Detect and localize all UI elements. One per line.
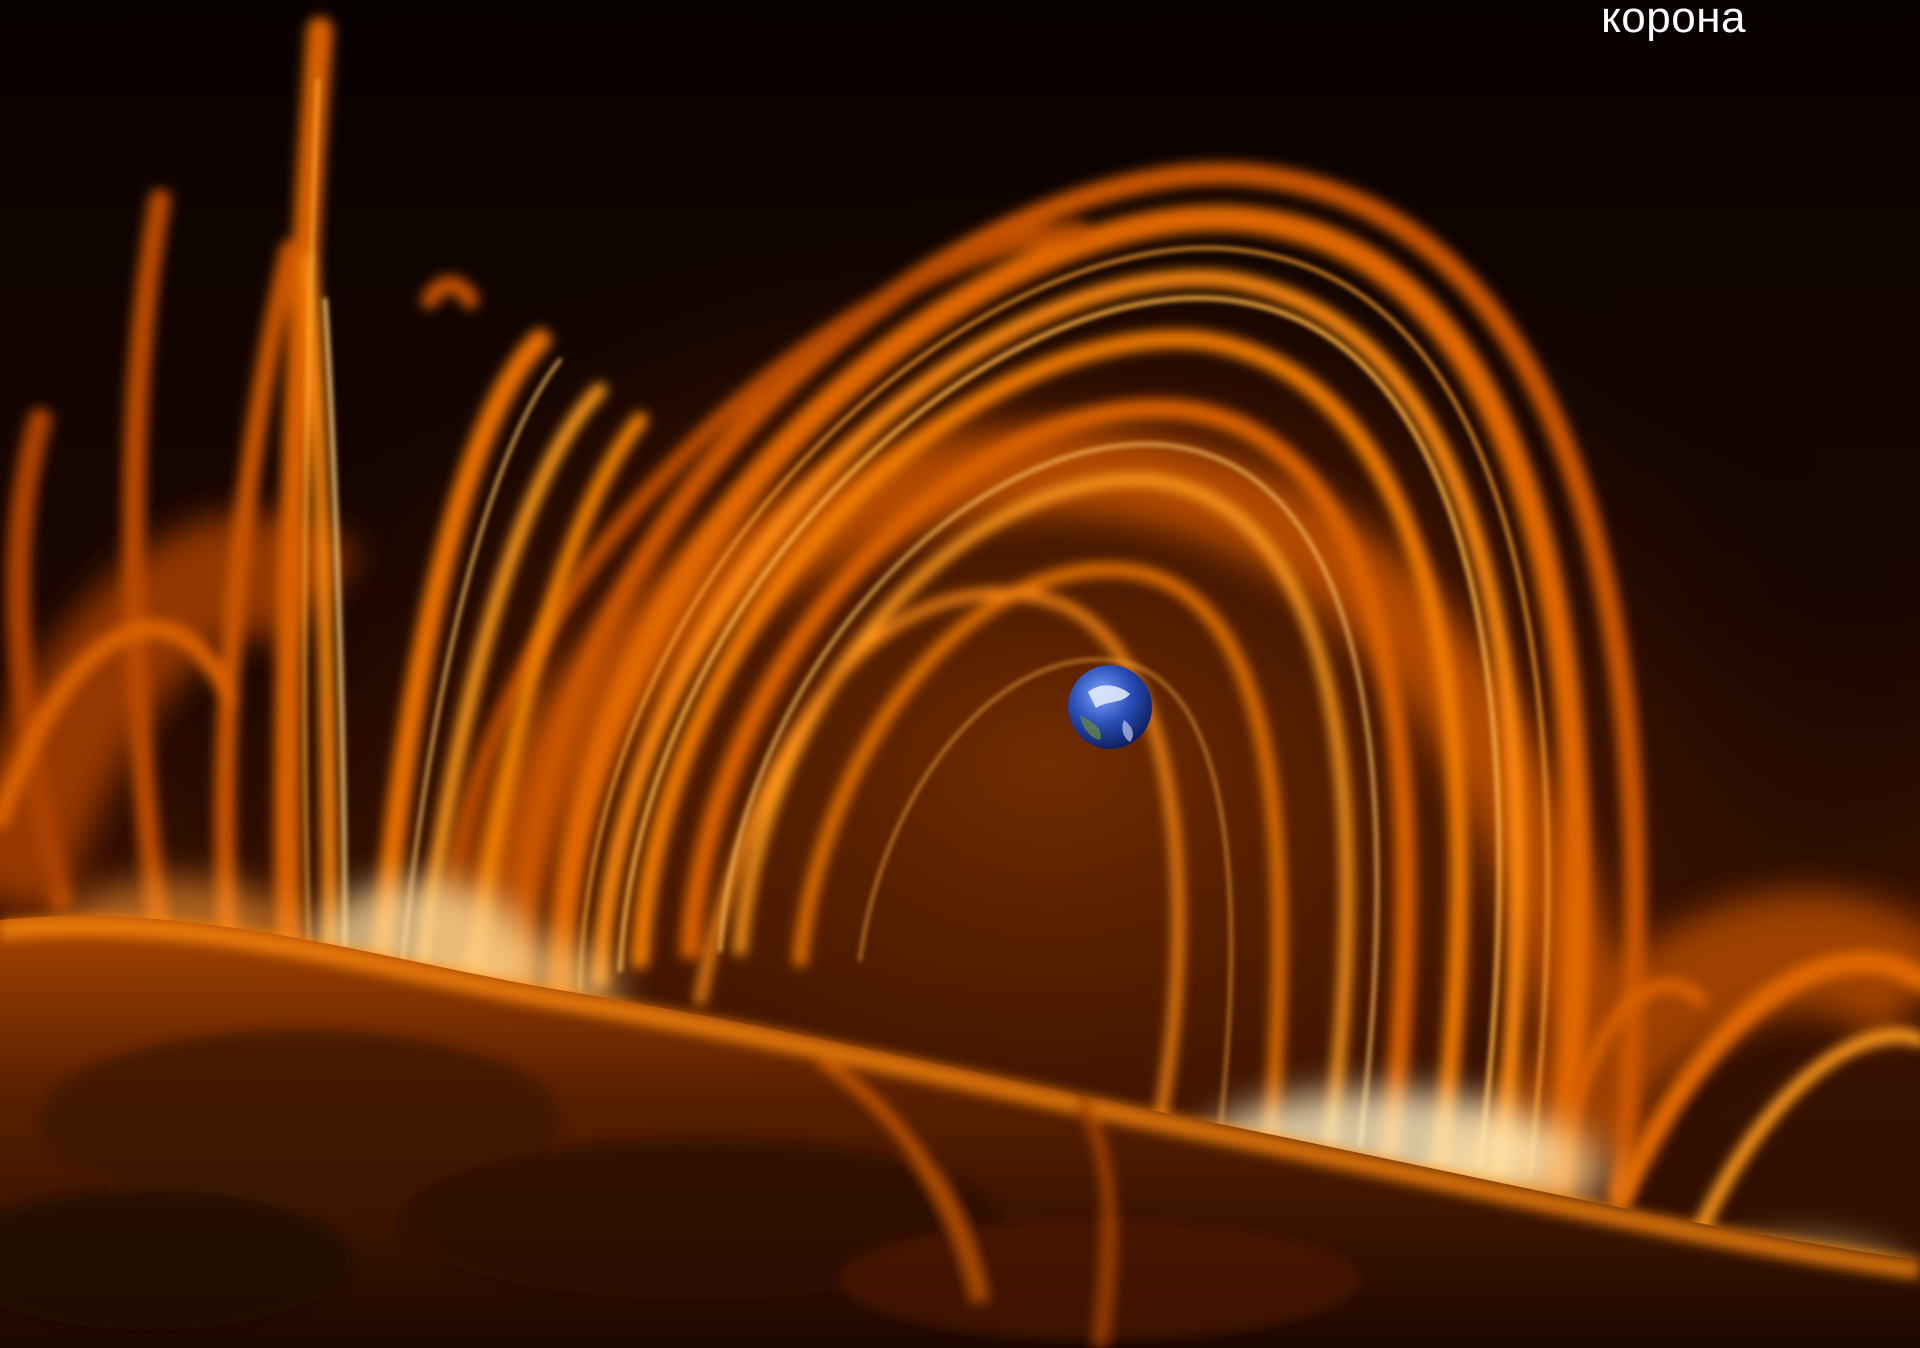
earth-scale-inset [1068,665,1152,749]
corona-caption: корона [1601,0,1746,42]
